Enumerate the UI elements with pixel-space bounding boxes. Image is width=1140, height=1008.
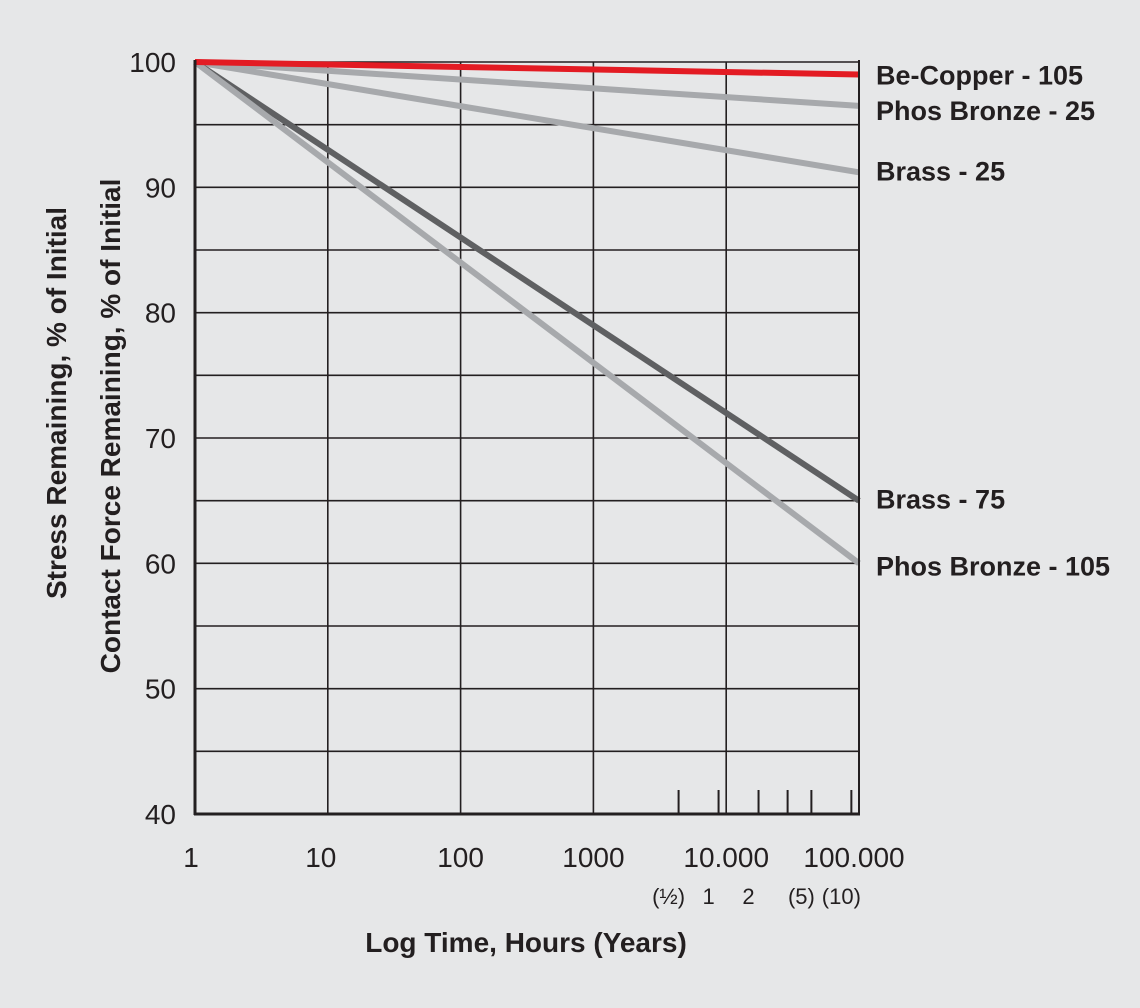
year-tick-label: 2 bbox=[742, 884, 754, 909]
year-tick-label: (5) bbox=[788, 884, 815, 909]
series-line bbox=[193, 59, 861, 504]
y-axis-title-primary: Stress Remaining, % of Initial bbox=[41, 207, 72, 599]
year-tick-label: (10) bbox=[822, 884, 861, 909]
x-tick-label: 10.000 bbox=[683, 842, 769, 873]
x-tick-label: 1 bbox=[183, 842, 199, 873]
y-tick-label: 50 bbox=[145, 674, 176, 705]
series-label: Brass - 75 bbox=[876, 485, 1005, 515]
series-line bbox=[194, 59, 860, 78]
x-tick-label: 10 bbox=[305, 842, 336, 873]
y-tick-label: 90 bbox=[145, 172, 176, 203]
series-label: Be-Copper - 105 bbox=[876, 61, 1083, 91]
year-tick-label: (½) bbox=[652, 884, 685, 909]
series-lines bbox=[193, 59, 861, 566]
year-tick-label: 1 bbox=[702, 884, 714, 909]
series-line bbox=[194, 59, 860, 176]
y-tick-label: 60 bbox=[145, 548, 176, 579]
x-tick-label: 1000 bbox=[562, 842, 624, 873]
x-tick-label: 100 bbox=[437, 842, 484, 873]
series-label: Phos Bronze - 25 bbox=[876, 96, 1095, 126]
series-line bbox=[193, 59, 861, 566]
x-tick-label: 100.000 bbox=[803, 842, 904, 873]
series-line bbox=[194, 59, 860, 109]
y-tick-label: 80 bbox=[145, 298, 176, 329]
series-label: Phos Bronze - 105 bbox=[876, 551, 1110, 581]
plot-frame bbox=[193, 60, 860, 816]
y-tick-label: 100 bbox=[129, 47, 176, 78]
y-tick-label: 40 bbox=[145, 799, 176, 830]
y-axis-title-secondary: Contact Force Remaining, % of Initial bbox=[95, 179, 126, 674]
y-tick-label: 70 bbox=[145, 423, 176, 454]
x-axis-title: Log Time, Hours (Years) bbox=[365, 927, 687, 958]
series-label: Brass - 25 bbox=[876, 156, 1005, 186]
